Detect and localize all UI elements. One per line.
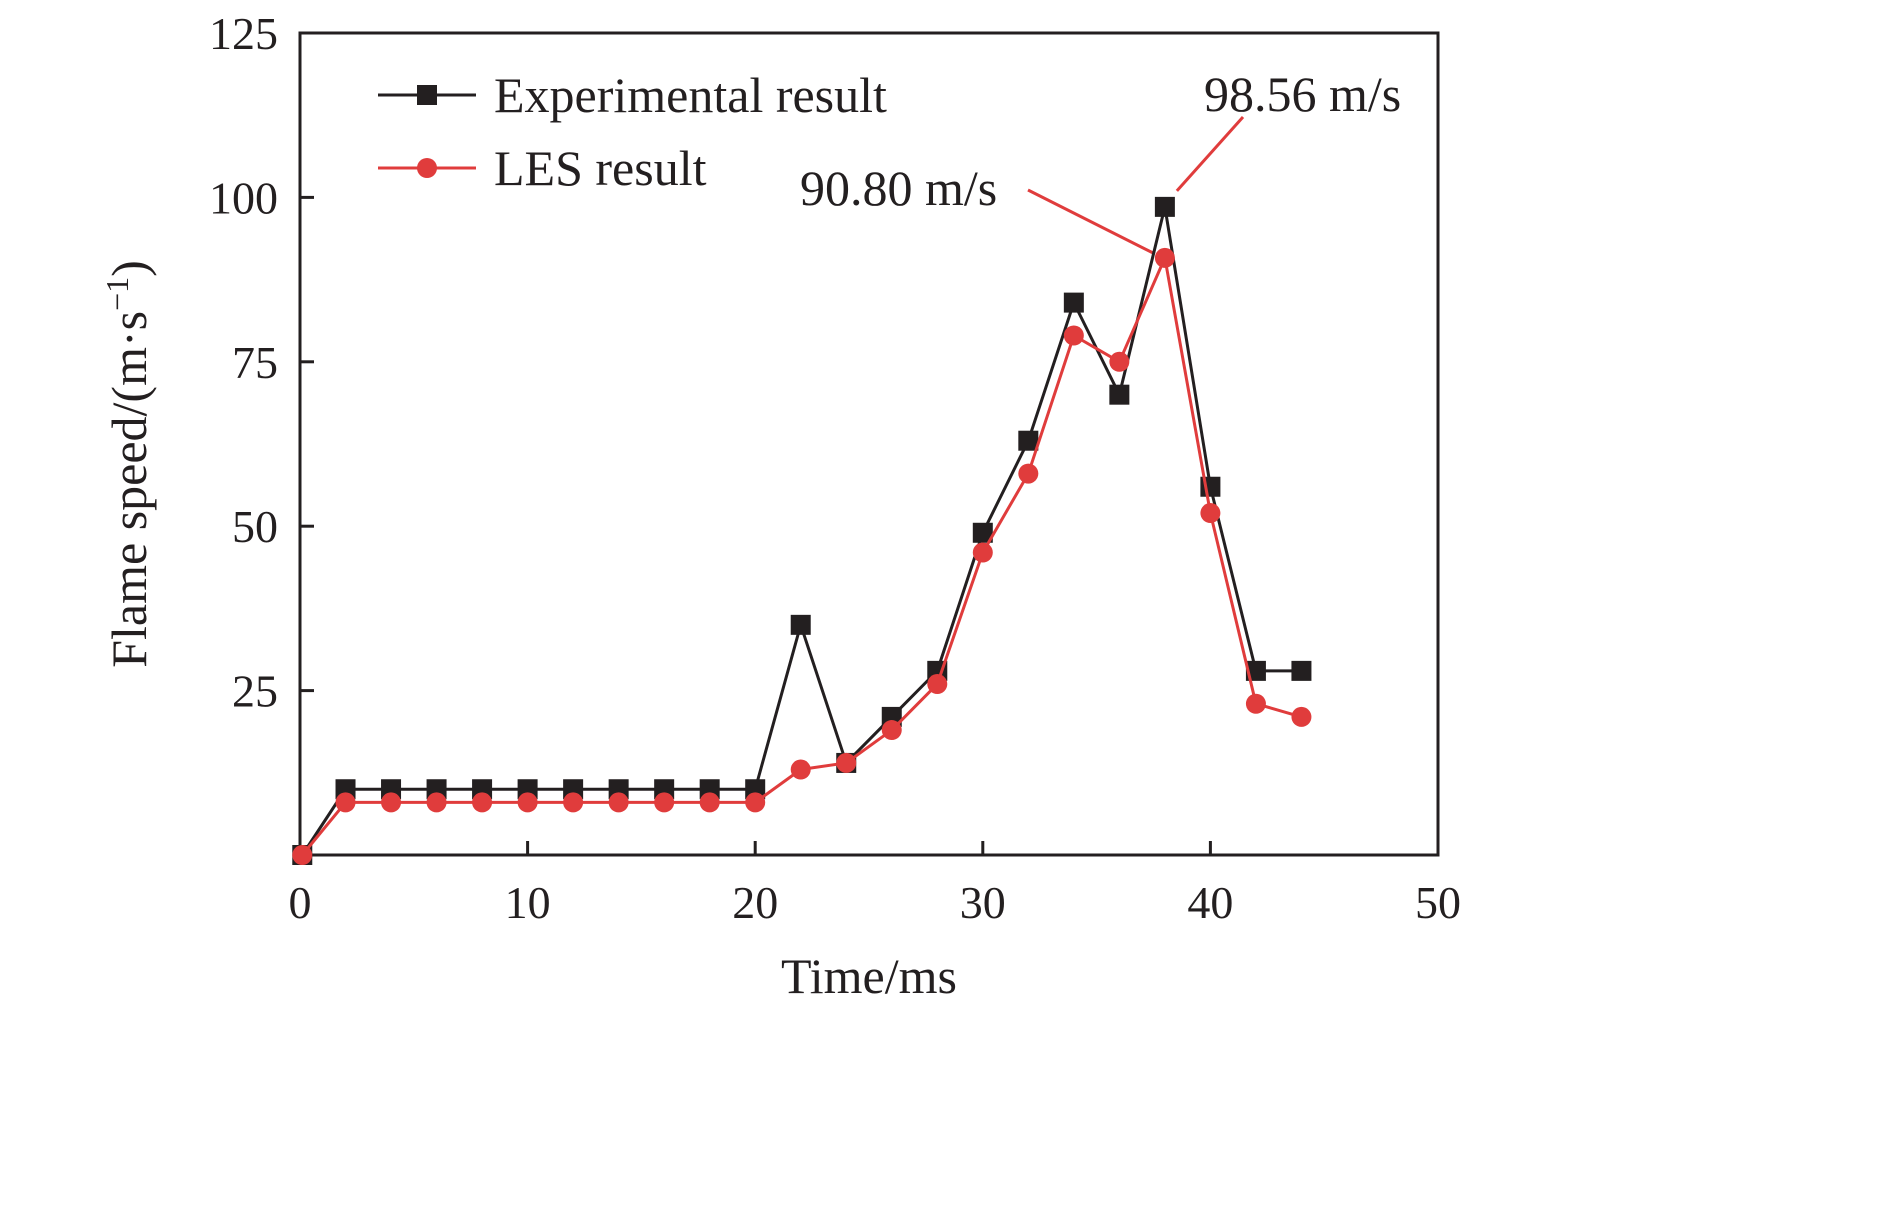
y-tick-label: 125 [209,8,278,59]
data-point-les [472,792,493,813]
x-tick-label: 40 [1187,877,1233,928]
data-point-les [881,720,902,741]
series-layer [292,196,1312,865]
data-point-experimental [972,522,993,543]
series-line-experimental [301,205,1302,856]
data-point-les [1291,706,1312,727]
data-point-experimental [1018,430,1039,451]
plot-area-frame [298,31,1440,857]
y-axis-title: Flame speed/(m·s−1) [99,260,157,668]
y-tick-label: 100 [209,172,278,223]
legend-label-experimental: Experimental result [494,67,887,123]
x-axis-title: Time/ms [781,948,957,1004]
data-point-les [563,792,584,813]
data-point-les [1245,693,1266,714]
data-point-les [426,792,447,813]
y-tick-label: 50 [232,501,278,552]
legend-entry-les: LES result [378,140,707,196]
data-point-les [517,792,538,813]
y-axis-ticks: 25 50 75 100 125 [209,8,314,717]
flame-speed-line-chart: 0 10 20 30 40 50 25 50 75 100 125 Time/ms Flame s… [99,8,1461,1004]
data-point-les [699,792,720,813]
data-point-les [654,792,675,813]
y-axis-title-main: Flame speed/(m·s [101,311,157,668]
data-point-les [836,752,857,773]
annotation-label-peak-experimental: 98.56 m/s [1204,66,1401,122]
x-tick-label: 20 [732,877,778,928]
y-axis-title-close: ) [101,260,157,277]
legend-marker-les [417,158,437,178]
y-tick-label: 25 [232,666,278,717]
x-tick-label: 10 [505,877,551,928]
data-point-les [927,674,948,695]
data-point-les [745,792,766,813]
x-tick-label: 0 [289,877,312,928]
data-point-les [381,792,402,813]
x-tick-label: 50 [1415,877,1461,928]
data-point-les [1063,325,1084,346]
data-point-les [1154,247,1175,268]
data-point-experimental [1291,660,1312,681]
legend-label-les: LES result [494,140,707,196]
data-point-les [972,542,993,563]
annotation-leader-peak-experimental [1175,115,1245,192]
data-point-les [1200,503,1221,524]
chart-container: 0 10 20 30 40 50 25 50 75 100 125 Time/ms Flame s… [99,8,1461,1004]
data-point-experimental [1245,660,1266,681]
legend-entry-experimental: Experimental result [378,67,887,123]
data-point-les [335,792,356,813]
annotation-label-peak-les: 90.80 m/s [800,160,997,216]
x-axis-ticks: 0 10 20 30 40 50 [289,841,1461,928]
data-point-experimental [1154,196,1175,217]
legend: Experimental result LES result [378,67,887,196]
data-point-les [790,759,811,780]
data-point-experimental [1063,292,1084,313]
data-point-les [292,845,313,865]
data-point-experimental [1109,384,1130,405]
annotation-leader-peak-les [1027,188,1156,256]
data-point-les [608,792,629,813]
data-point-experimental [790,614,811,635]
x-tick-label: 30 [960,877,1006,928]
data-point-les [1018,463,1039,484]
annotation-layer [1027,115,1245,256]
y-tick-label: 75 [232,337,278,388]
data-point-les [1109,351,1130,372]
y-axis-title-superscript: −1 [99,277,135,311]
legend-marker-experimental [417,85,437,105]
